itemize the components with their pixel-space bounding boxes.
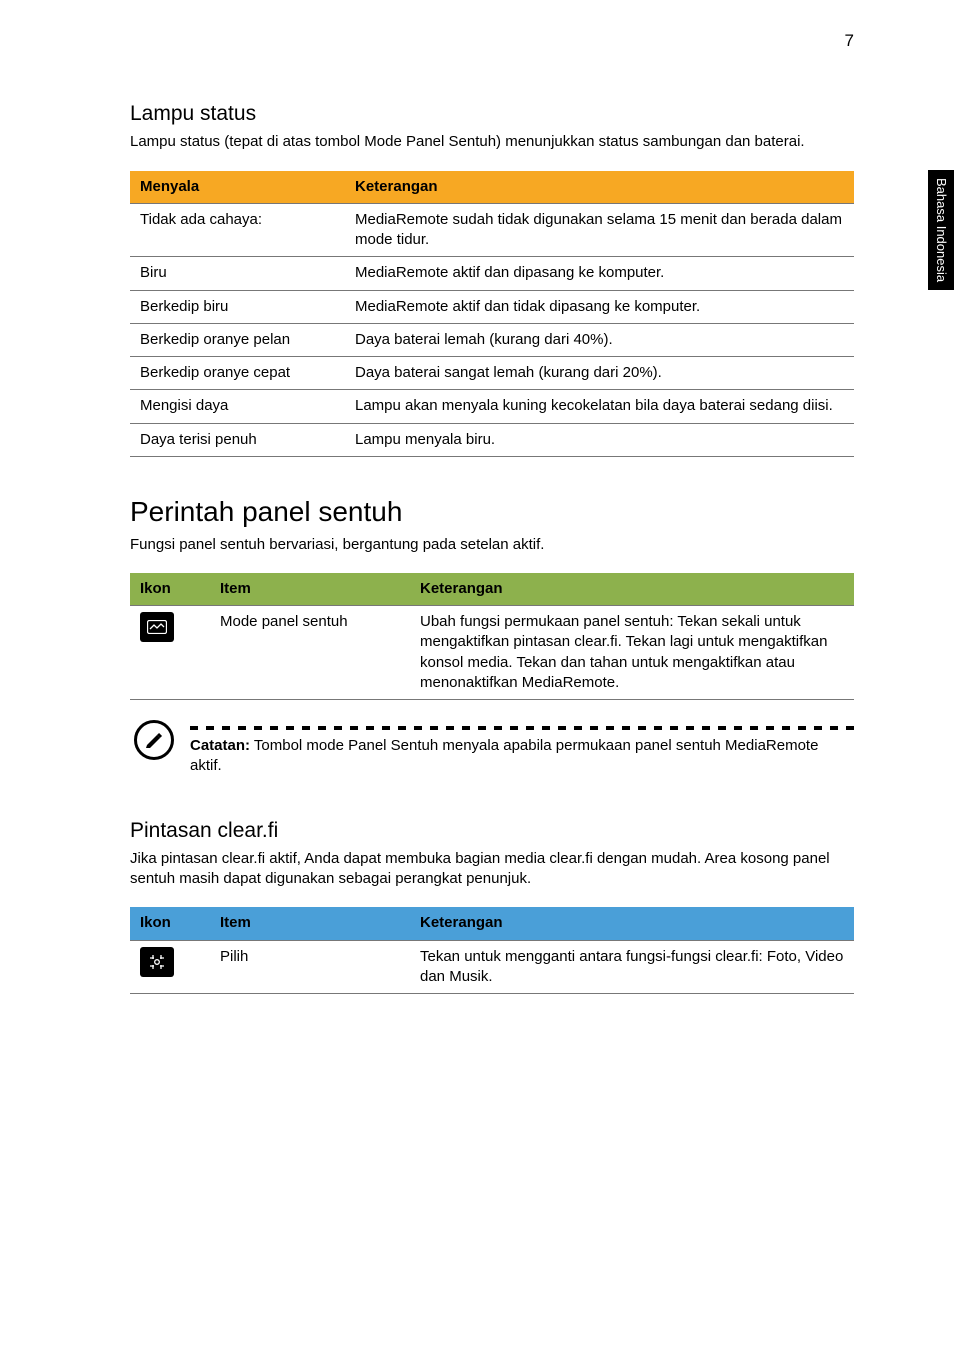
language-tab: Bahasa Indonesia (928, 170, 954, 290)
table-row: Berkedip biruMediaRemote aktif dan tidak… (130, 290, 854, 323)
col-keterangan: Keterangan (345, 171, 854, 204)
touchpad-mode-icon (140, 612, 174, 642)
select-icon (140, 947, 174, 977)
heading-pintasan: Pintasan clear.fi (130, 817, 854, 845)
page-number: 7 (845, 30, 854, 53)
table-row: Tidak ada cahaya:MediaRemote sudah tidak… (130, 203, 854, 257)
col-menyala: Menyala (130, 171, 345, 204)
heading-lampu-status: Lampu status (130, 100, 854, 128)
col-ikon: Ikon (130, 907, 210, 940)
note-divider (190, 726, 854, 730)
table-row: Berkedip oranye pelanDaya baterai lemah … (130, 323, 854, 356)
note-icon (134, 720, 174, 760)
table-row: Pilih Tekan untuk mengganti antara fungs… (130, 940, 854, 994)
table-pintasan: Ikon Item Keterangan Pilih Tekan untuk m… (130, 907, 854, 994)
table-lampu-status: Menyala Keterangan Tidak ada cahaya:Medi… (130, 171, 854, 457)
table-row: Mengisi dayaLampu akan menyala kuning ke… (130, 390, 854, 423)
note-text: Catatan: Tombol mode Panel Sentuh menyal… (190, 736, 854, 777)
col-keterangan: Keterangan (410, 907, 854, 940)
col-item: Item (210, 573, 410, 606)
table-row: Berkedip oranye cepatDaya baterai sangat… (130, 357, 854, 390)
heading-perintah: Perintah panel sentuh (130, 493, 854, 531)
col-ikon: Ikon (130, 573, 210, 606)
col-item: Item (210, 907, 410, 940)
table-row: BiruMediaRemote aktif dan dipasang ke ko… (130, 257, 854, 290)
table-row: Daya terisi penuhLampu menyala biru. (130, 423, 854, 456)
col-keterangan: Keterangan (410, 573, 854, 606)
intro-lampu-status: Lampu status (tepat di atas tombol Mode … (130, 132, 854, 152)
note-block: Catatan: Tombol mode Panel Sentuh menyal… (190, 726, 854, 777)
table-row: Mode panel sentuh Ubah fungsi permukaan … (130, 606, 854, 700)
intro-perintah: Fungsi panel sentuh bervariasi, bergantu… (130, 535, 854, 555)
table-perintah: Ikon Item Keterangan Mode panel sentuh U… (130, 573, 854, 700)
intro-pintasan: Jika pintasan clear.fi aktif, Anda dapat… (130, 849, 854, 890)
